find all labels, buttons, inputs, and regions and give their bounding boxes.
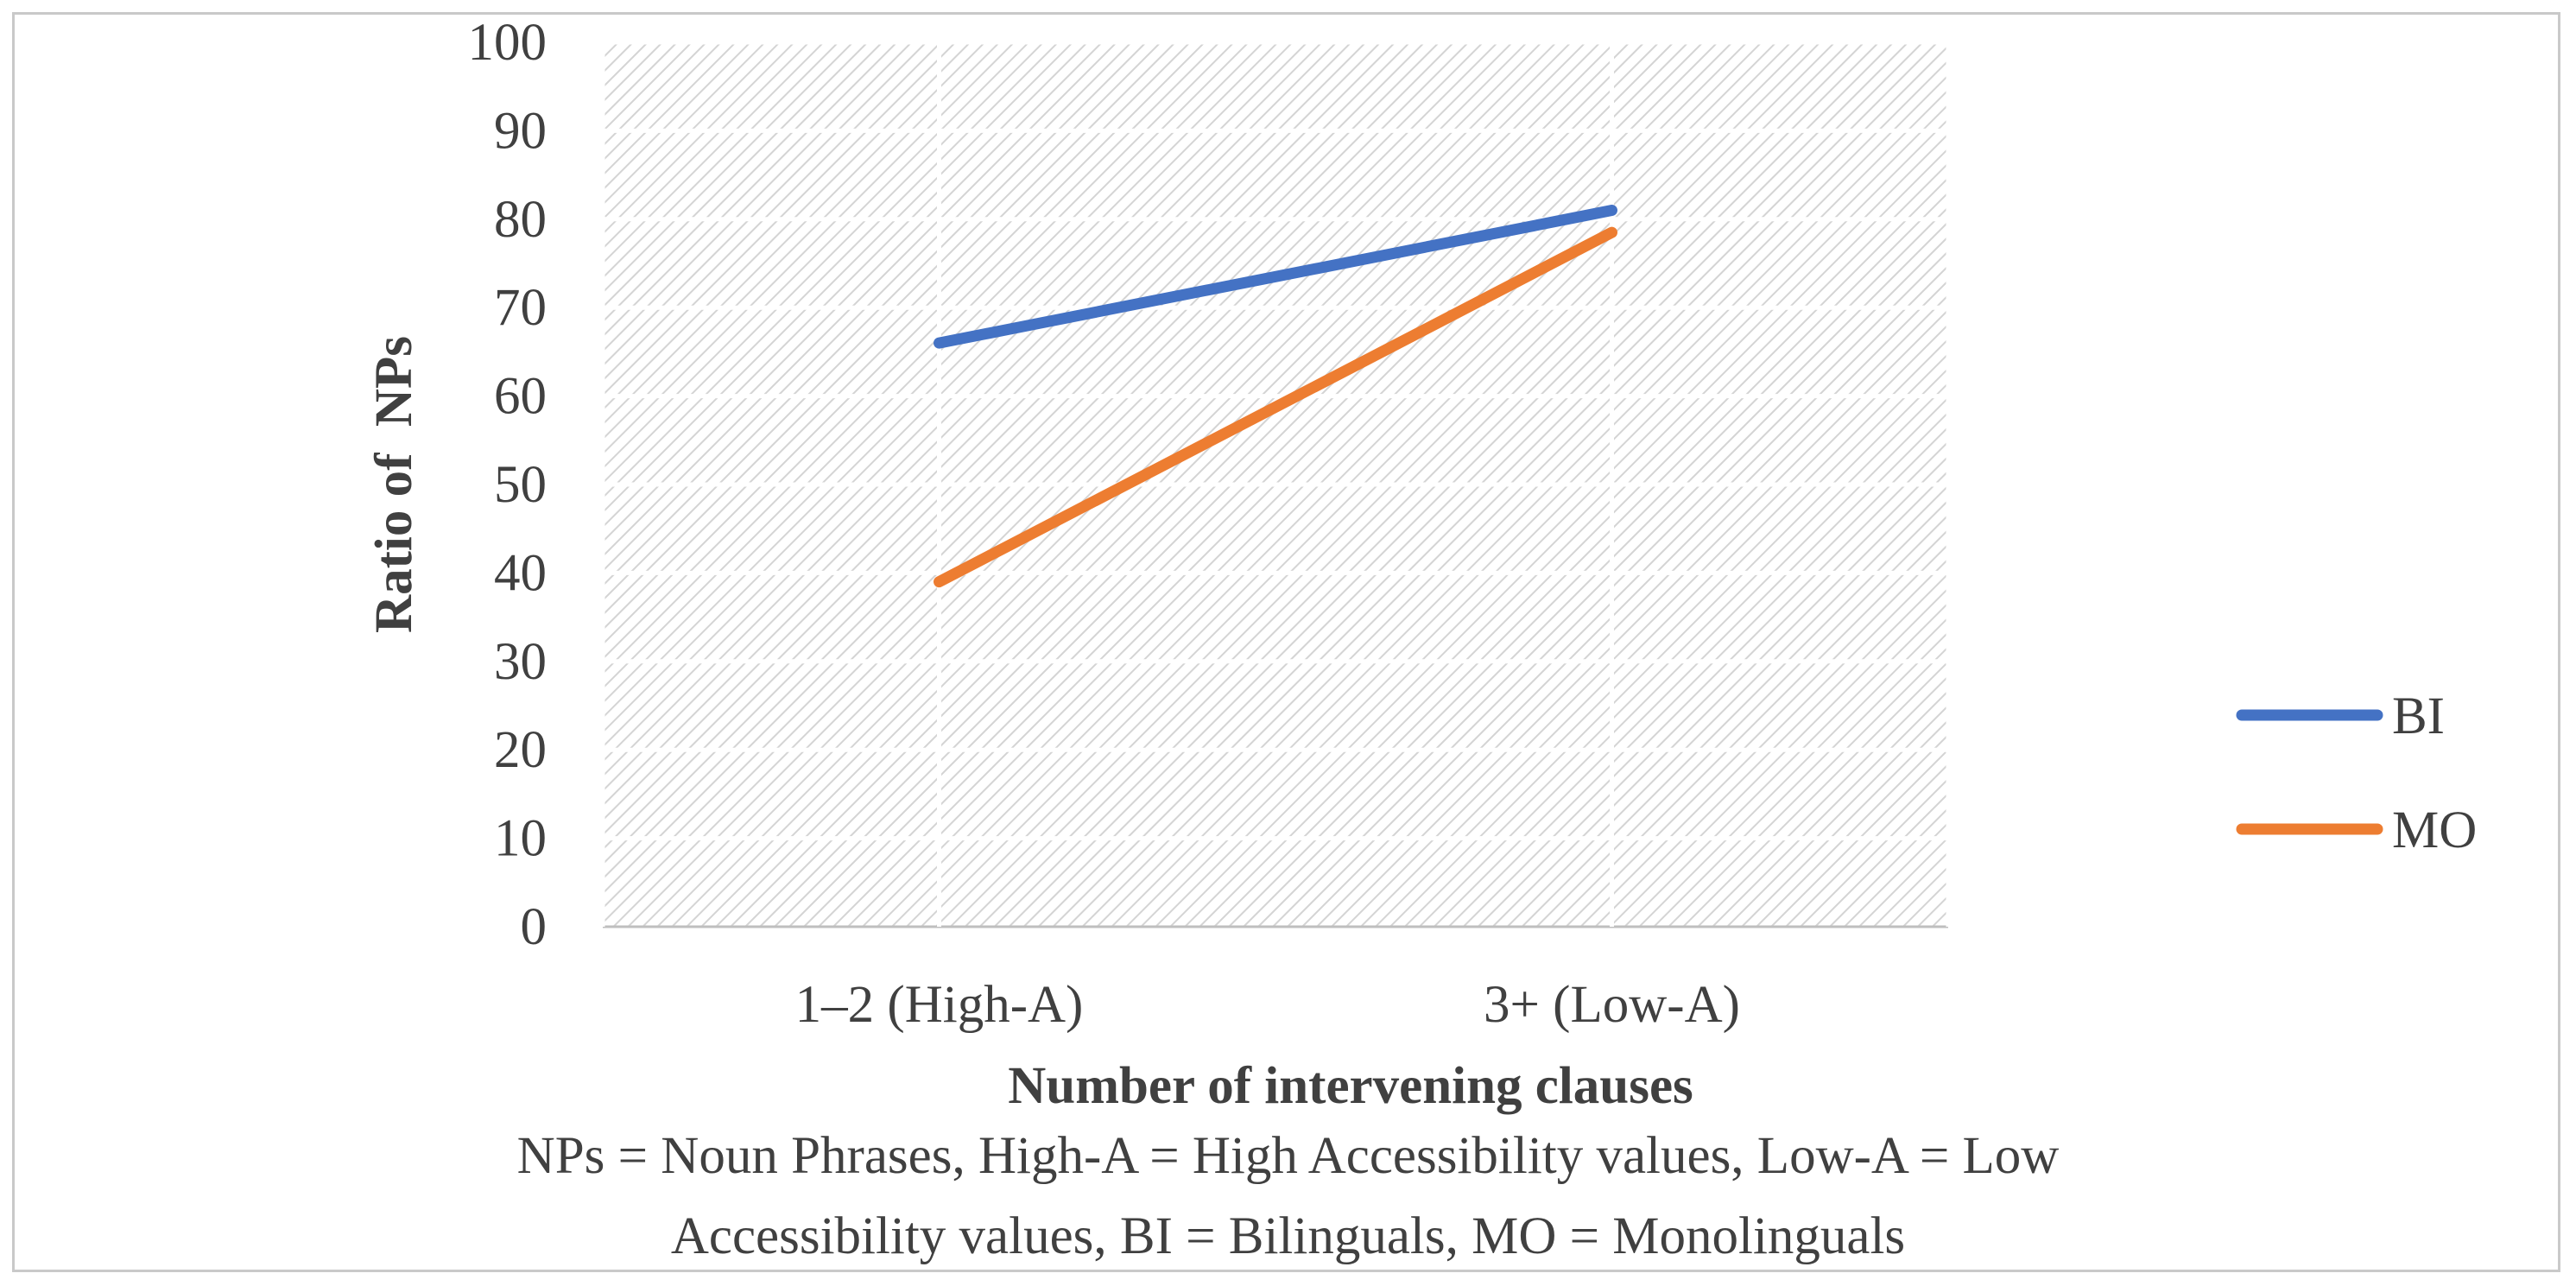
y-tick-label: 50: [494, 456, 547, 514]
series-lines: [934, 205, 1617, 588]
y-tick-label: 0: [521, 898, 547, 956]
y-tick-label: 90: [494, 102, 547, 160]
y-axis-title: Ratio of NPs: [365, 336, 423, 633]
y-tick-label: 80: [494, 191, 547, 249]
y-tick-label: 40: [494, 544, 547, 602]
y-tick-label: 60: [494, 368, 547, 426]
x-tick-label: 1–2 (High-A): [795, 976, 1084, 1034]
y-tick-label: 70: [494, 279, 547, 337]
legend: BI MO: [2236, 687, 2477, 859]
y-tick-label: 30: [494, 633, 547, 691]
y-tick-label: 100: [468, 14, 547, 72]
caption-line-1: NPs = Noun Phrases, High-A = High Access…: [516, 1127, 2060, 1185]
caption-line-2: Accessibility values, BI = Bilinguals, M…: [670, 1207, 1906, 1265]
legend-label-mo: MO: [2392, 801, 2477, 859]
x-tick-label: 3+ (Low-A): [1484, 976, 1740, 1034]
y-tick-label: 20: [494, 721, 547, 779]
y-tick-label: 10: [494, 810, 547, 868]
x-axis-title: Number of intervening clauses: [1008, 1057, 1693, 1115]
legend-label-bi: BI: [2392, 687, 2445, 745]
x-axis-ticks: 1–2 (High-A) 3+ (Low-A): [795, 976, 1740, 1034]
series-line-bi: [934, 205, 1617, 349]
gridlines: [600, 40, 1951, 928]
series-line-mo: [934, 226, 1617, 588]
y-axis-ticks: 0 10 20 30 40 50 60 70 80 90 100: [468, 14, 547, 956]
